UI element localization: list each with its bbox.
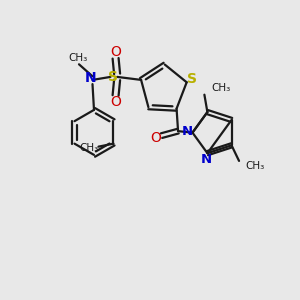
Text: S: S: [109, 70, 118, 84]
Text: O: O: [110, 95, 121, 109]
Text: O: O: [110, 45, 121, 59]
Text: CH₃: CH₃: [211, 83, 230, 93]
Text: N: N: [200, 153, 211, 166]
Text: N: N: [84, 71, 96, 85]
Text: CH₃: CH₃: [69, 53, 88, 63]
Text: CH₃: CH₃: [80, 143, 99, 153]
Text: N: N: [182, 125, 193, 138]
Text: S: S: [187, 72, 197, 86]
Text: CH₃: CH₃: [246, 161, 265, 171]
Text: O: O: [150, 131, 161, 145]
